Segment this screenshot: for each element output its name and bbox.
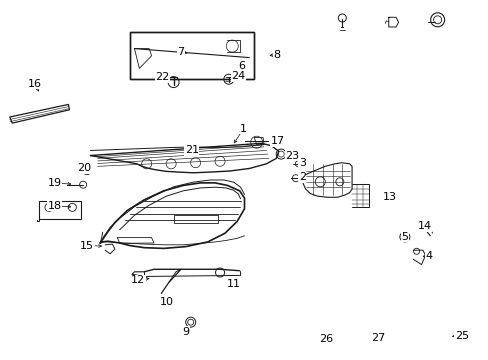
Text: 9: 9 — [182, 327, 189, 337]
Bar — [39, 201, 81, 219]
Bar — [129, 32, 254, 79]
Text: 15: 15 — [80, 240, 94, 251]
Text: 21: 21 — [184, 145, 198, 156]
Text: 6: 6 — [238, 60, 245, 71]
Bar — [129, 32, 254, 79]
Text: 12: 12 — [131, 275, 145, 285]
Text: 27: 27 — [370, 333, 385, 343]
Text: 1: 1 — [240, 124, 246, 134]
Text: 2: 2 — [298, 172, 305, 182]
Bar — [173, 215, 217, 223]
Text: 23: 23 — [285, 150, 299, 161]
Text: 25: 25 — [454, 330, 468, 341]
Text: 26: 26 — [319, 334, 333, 344]
Text: 3: 3 — [298, 158, 305, 168]
Text: 22: 22 — [155, 72, 169, 82]
Text: 17: 17 — [270, 136, 284, 146]
Text: 20: 20 — [77, 163, 91, 174]
Text: 4: 4 — [425, 251, 432, 261]
Text: 24: 24 — [231, 71, 245, 81]
Text: 10: 10 — [160, 297, 174, 307]
Text: 8: 8 — [273, 50, 280, 60]
Text: 5: 5 — [401, 232, 407, 242]
Text: 14: 14 — [417, 221, 430, 231]
Text: 13: 13 — [383, 192, 396, 202]
Text: 18: 18 — [48, 201, 61, 211]
Text: 7: 7 — [177, 47, 184, 57]
Text: 16: 16 — [28, 78, 42, 89]
Text: 19: 19 — [48, 178, 61, 188]
Text: 11: 11 — [226, 279, 240, 289]
